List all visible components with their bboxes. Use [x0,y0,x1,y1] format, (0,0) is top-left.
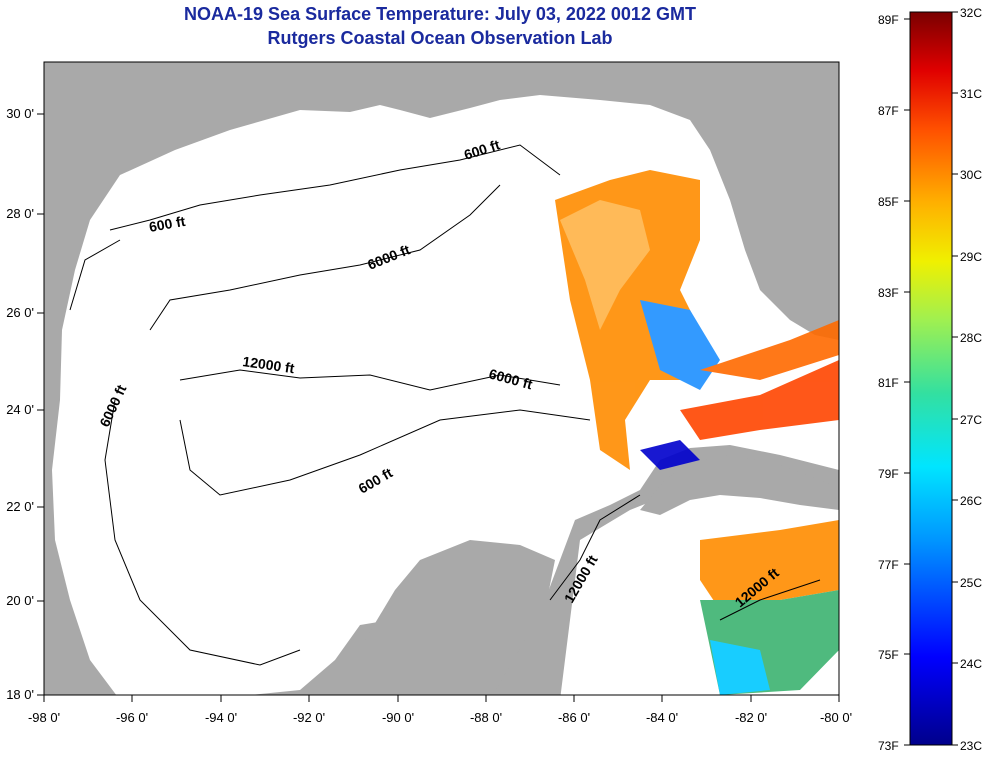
lat-tick-label: 30 0' [6,106,34,121]
lat-tick-label: 20 0' [6,593,34,608]
color-bar: 89F 87F 85F 83F 81F 79F 77F 75F 73F 32C … [878,6,982,753]
color-bar-gradient [909,11,953,746]
colorbar-f-label: 87F [878,104,899,118]
lon-tick-label: -82 0' [735,710,767,725]
colorbar-f-label: 83F [878,286,899,300]
map-area: 600 ft 600 ft 6000 ft 12000 ft 6000 ft 6… [44,62,839,695]
colorbar-c-label: 26C [960,494,982,508]
colorbar-c-label: 23C [960,739,982,753]
map-title: NOAA-19 Sea Surface Temperature: July 03… [184,4,696,24]
colorbar-c-label: 27C [960,413,982,427]
sst-swath [555,170,839,695]
cuba-land [640,455,839,515]
yucatan-land [346,540,555,695]
lon-tick-label: -84 0' [646,710,678,725]
longitude-axis: -98 0' -96 0' -94 0' -92 0' -90 0' -88 0… [28,710,852,725]
bathymetry-contours [69,144,821,666]
lon-tick-label: -86 0' [558,710,590,725]
colorbar-f-label: 81F [878,376,899,390]
map-subtitle: Rutgers Coastal Ocean Observation Lab [267,28,613,48]
contour-label: 600 ft [148,213,187,235]
colorbar-c-label: 25C [960,576,982,590]
colorbar-c-label: 31C [960,87,982,101]
colorbar-c-label: 28C [960,331,982,345]
tick-marks [37,113,840,702]
colorbar-f-label: 75F [878,648,899,662]
colorbar-f-label: 85F [878,195,899,209]
colorbar-f-label: 79F [878,467,899,481]
lon-tick-label: -88 0' [470,710,502,725]
lon-tick-label: -90 0' [382,710,414,725]
lon-tick-label: -80 0' [820,710,852,725]
lat-tick-label: 26 0' [6,305,34,320]
lon-tick-label: -96 0' [116,710,148,725]
colorbar-f-label: 89F [878,13,899,27]
lat-tick-label: 22 0' [6,499,34,514]
colorbar-c-label: 30C [960,168,982,182]
colorbar-c-label: 29C [960,250,982,264]
latitude-axis: 30 0' 28 0' 26 0' 24 0' 22 0' 20 0' 18 0… [6,106,34,702]
lat-tick-label: 18 0' [6,687,34,702]
lon-tick-label: -98 0' [28,710,60,725]
lon-tick-label: -92 0' [293,710,325,725]
colorbar-f-label: 77F [878,558,899,572]
lon-tick-label: -94 0' [205,710,237,725]
colorbar-c-label: 32C [960,6,982,20]
map-frame [43,61,840,696]
lat-tick-label: 28 0' [6,206,34,221]
colorbar-ticks [904,11,958,746]
contour-label: 12000 ft [242,353,296,376]
lat-tick-label: 24 0' [6,402,34,417]
colorbar-f-label: 73F [878,739,899,753]
colorbar-c-label: 24C [960,657,982,671]
